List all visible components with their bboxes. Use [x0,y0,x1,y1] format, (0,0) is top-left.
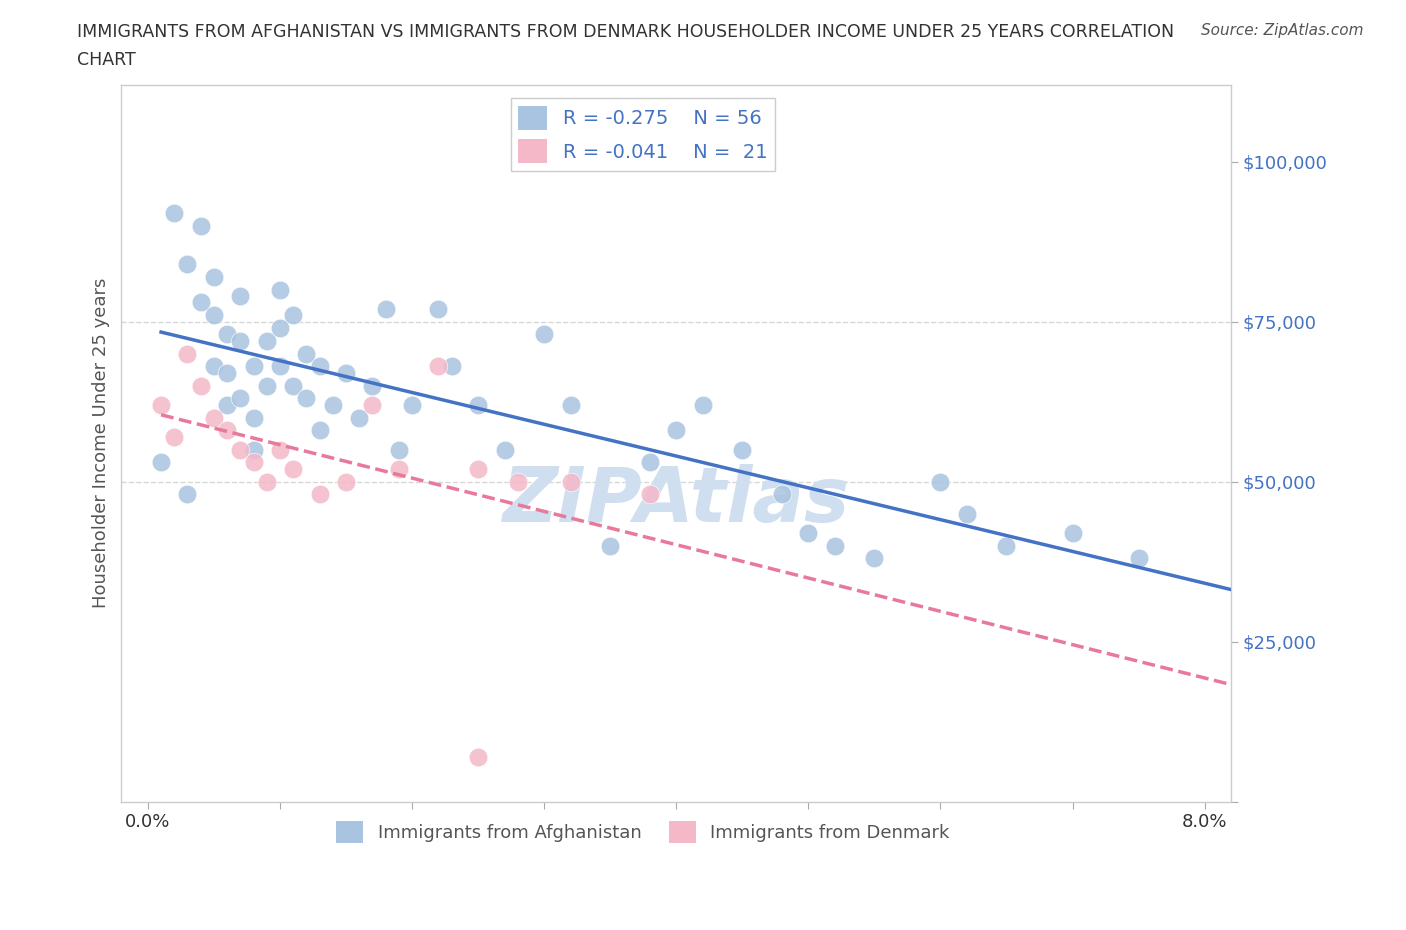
Text: CHART: CHART [77,51,136,69]
Point [638,487,661,502]
Point [374,301,396,316]
Point [995,538,1018,553]
Point [322,397,344,412]
Point [440,359,463,374]
Text: IMMIGRANTS FROM AFGHANISTAN VS IMMIGRANTS FROM DENMARK HOUSEHOLDER INCOME UNDER : IMMIGRANTS FROM AFGHANISTAN VS IMMIGRANT… [77,23,1174,41]
Point [242,359,264,374]
Point [269,321,291,336]
Point [190,219,212,233]
Point [176,487,198,502]
Point [256,474,278,489]
Point [217,327,239,342]
Point [229,333,252,348]
Point [863,551,886,565]
Point [163,206,186,220]
Point [242,455,264,470]
Point [217,365,239,380]
Point [770,487,793,502]
Point [692,397,714,412]
Point [269,359,291,374]
Point [202,270,225,285]
Point [467,397,489,412]
Point [150,397,173,412]
Point [283,461,305,476]
Point [388,461,411,476]
Point [256,379,278,393]
Point [956,506,979,521]
Point [308,423,330,438]
Point [217,423,239,438]
Point [1128,551,1150,565]
Point [361,379,384,393]
Point [560,474,582,489]
Point [308,487,330,502]
Point [163,430,186,445]
Point [295,391,318,405]
Point [256,333,278,348]
Point [731,442,754,457]
Point [242,442,264,457]
Point [506,474,529,489]
Point [361,397,384,412]
Point [599,538,621,553]
Point [797,525,820,540]
Point [202,359,225,374]
Point [283,308,305,323]
Point [229,391,252,405]
Point [229,288,252,303]
Point [283,379,305,393]
Point [494,442,516,457]
Point [242,410,264,425]
Point [427,359,450,374]
Point [388,442,411,457]
Legend: Immigrants from Afghanistan, Immigrants from Denmark: Immigrants from Afghanistan, Immigrants … [329,814,957,850]
Text: ZIPAtlas: ZIPAtlas [502,463,851,538]
Point [533,327,555,342]
Point [308,359,330,374]
Point [176,257,198,272]
Point [229,442,252,457]
Point [335,365,357,380]
Point [150,455,173,470]
Point [269,442,291,457]
Point [427,301,450,316]
Point [467,461,489,476]
Y-axis label: Householder Income Under 25 years: Householder Income Under 25 years [93,278,110,608]
Point [929,474,952,489]
Text: Source: ZipAtlas.com: Source: ZipAtlas.com [1201,23,1364,38]
Point [190,379,212,393]
Point [401,397,423,412]
Point [1062,525,1084,540]
Point [202,410,225,425]
Point [665,423,688,438]
Point [467,750,489,764]
Point [269,282,291,297]
Point [824,538,846,553]
Point [638,455,661,470]
Point [347,410,370,425]
Point [335,474,357,489]
Point [295,346,318,361]
Point [190,295,212,310]
Point [202,308,225,323]
Point [560,397,582,412]
Point [176,346,198,361]
Point [217,397,239,412]
